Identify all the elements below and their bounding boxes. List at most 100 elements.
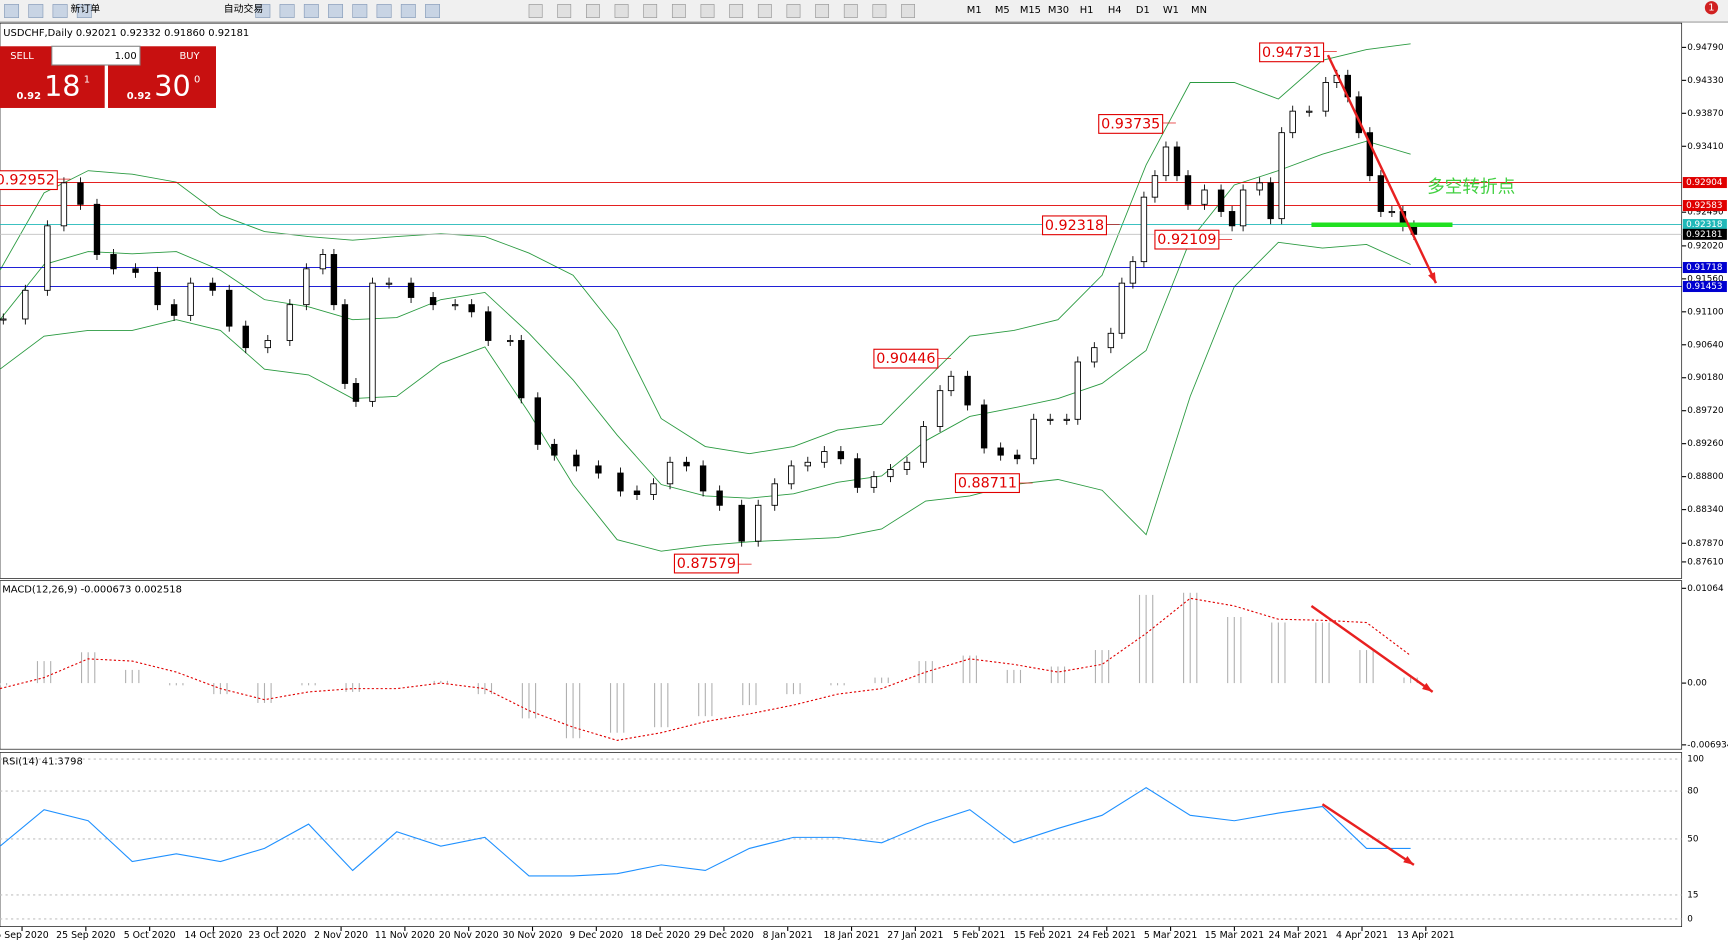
annotation-box [673,553,739,574]
timeframe-button[interactable]: M1 [967,5,982,16]
y-tick-label: 0.90180 [1687,373,1724,383]
y-tick-label: -0.006934 [1687,740,1728,750]
tool-icon [729,4,744,18]
timeframe-button[interactable]: D1 [1136,5,1150,16]
y-tick-label: 0.00 [1687,679,1707,689]
toolbar-button[interactable]: 自动交易 [224,2,264,15]
candle [242,325,249,349]
toolbar-button[interactable]: 新订单 [71,2,101,15]
tool-icon [376,4,392,18]
bollinger-band [0,43,1411,455]
timeframe-button[interactable]: H4 [1108,5,1122,16]
buy-sup: 0 [194,74,200,85]
timeframe-button[interactable]: MN [1191,5,1207,16]
candle [468,304,475,313]
tool-icon [303,4,319,18]
candle [997,447,1004,456]
candle [341,304,349,384]
tool-icon [786,4,801,18]
tool-icon [671,4,686,18]
y-tick-label: 0.90640 [1687,340,1724,350]
tool-icon [700,4,715,18]
price-level-label: 0.92583 [1686,201,1722,211]
annotation-label: 0.92318 [1045,218,1104,234]
timeframe-button[interactable]: H1 [1080,5,1094,16]
candle [319,254,327,270]
tool-icon [557,4,572,18]
timeframe-button[interactable]: W1 [1163,5,1179,16]
candle [595,465,602,474]
timeframe-button[interactable]: M5 [995,5,1010,16]
tool-icon [279,4,295,18]
buy-prefix: 0.92 [127,91,152,102]
x-tick-label: 29 Dec 2020 [694,930,754,941]
candle [854,458,861,488]
candle [551,443,558,456]
y-tick-label: 0.92490 [1687,208,1724,218]
x-tick-label: 18 Jan 2021 [823,930,879,941]
candle [1306,110,1313,113]
candle [980,404,988,449]
trend-arrow [1326,54,1438,284]
tool-icon [614,4,629,18]
candle [920,426,927,463]
tool-icon [255,4,271,18]
candle [1278,132,1285,220]
candle [650,483,657,495]
sell-prefix: 0.92 [17,91,42,102]
annotation-label: 0.90446 [876,351,935,367]
rsi-line [0,787,1411,877]
macd-pane [0,580,1683,750]
candle [804,461,811,467]
candle [821,451,828,463]
annotation-box [0,170,58,191]
candle [964,375,971,406]
timeframe-button[interactable]: M30 [1048,5,1069,16]
x-tick-label: 4 Apr 2021 [1336,930,1388,941]
tool-icon [528,4,543,18]
rsi-pane [0,752,1683,927]
y-tick-label: 50 [1687,834,1699,844]
candle [93,203,101,255]
candle [170,304,178,316]
candle [1013,454,1021,460]
x-tick-label: 25 Sep 2020 [56,930,115,941]
price-level-tag [1682,262,1727,274]
annotation-label: 0.92109 [1157,232,1216,248]
candle [903,461,911,470]
annotation-label: 0.87579 [677,556,736,572]
timeframe-button[interactable]: M15 [1020,5,1041,16]
x-tick-label: 20 Nov 2020 [439,930,499,941]
y-tick-label: 100 [1687,755,1704,765]
candle [1173,146,1181,177]
tool-icon [901,4,915,18]
y-tick-label: 0.88340 [1687,505,1724,515]
tool-icon [328,4,344,18]
candle [22,289,29,320]
candle [209,282,216,291]
candle [385,282,393,285]
x-tick-label: 5 Mar 2021 [1144,930,1197,941]
candle [407,282,415,298]
x-tick-label: 8 Jan 2021 [763,930,813,941]
y-tick-label: 0.94330 [1687,76,1724,86]
candle [264,340,271,349]
price-level-label: 0.92318 [1686,220,1722,230]
candle [699,465,707,492]
annotation-box [1041,215,1107,236]
badge-count: 1 [1708,3,1714,14]
tool-icon [400,4,416,18]
sell-button[interactable]: SELL [10,51,34,62]
arrow-head [1428,272,1436,284]
rsi-label: RSI(14) 41.3798 [2,756,83,767]
trend-arrow [1310,604,1434,693]
y-tick-label: 0.94790 [1687,43,1724,53]
y-tick-label: 0.88800 [1687,472,1724,482]
buy-button[interactable]: BUY [179,51,200,62]
y-tick-label: 0.92020 [1687,241,1724,251]
x-tick-label: 11 Nov 2020 [375,930,435,941]
y-tick-label: 0 [1687,914,1693,924]
sell-big: 18 [44,69,80,103]
lot-size[interactable]: 1.00 [115,51,137,62]
